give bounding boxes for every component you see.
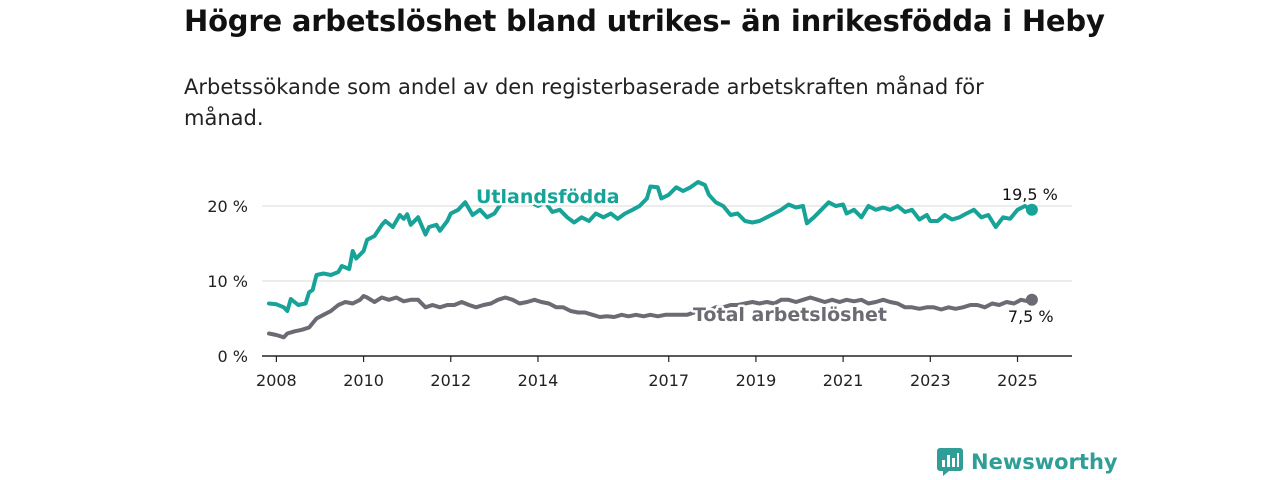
series-name-label: Total arbetslöshet (693, 304, 887, 326)
y-tick-label: 10 % (207, 272, 248, 291)
y-axis-ticks: 0 % 10 % 20 % (207, 197, 248, 366)
x-tick-label: 2021 (823, 371, 864, 390)
series-name-label: Utlandsfödda (476, 186, 620, 208)
x-tick-label: 2025 (997, 371, 1038, 390)
series-labels: Utlandsfödda Total arbetslöshet 19,5 % 7,5 … (474, 183, 1060, 329)
x-tick-label: 2017 (648, 371, 689, 390)
series-end-label: 19,5 % (1002, 185, 1058, 204)
series-end-point (1025, 293, 1038, 306)
series-line (267, 294, 1034, 340)
chart-subtitle: Arbetssökande som andel av den registerb… (184, 75, 984, 130)
series-line (267, 180, 1034, 313)
y-tick-label: 20 % (207, 197, 248, 216)
x-tick-label: 2014 (518, 371, 559, 390)
x-axis: 2008 2010 2012 2014 2017 2019 2021 2023 2025 (256, 355, 1072, 390)
gridlines (262, 205, 1072, 282)
x-tick-label: 2012 (430, 371, 471, 390)
brand-name: Newsworthy (971, 450, 1118, 474)
newsworthy-logo-icon (937, 448, 963, 476)
x-tick-label: 2019 (736, 371, 777, 390)
series-lines (267, 180, 1038, 340)
series-end-label: 7,5 % (1008, 307, 1054, 326)
x-tick-label: 2008 (256, 371, 297, 390)
x-tick-label: 2010 (343, 371, 384, 390)
series-end-point (1025, 203, 1038, 216)
line-chart: 0 % 10 % 20 % 2008 2010 2012 2014 2017 2019 2021… (207, 180, 1072, 390)
y-tick-label: 0 % (218, 347, 248, 366)
brand-logo: Newsworthy (937, 448, 1118, 476)
chart-title: Högre arbetslöshet bland utrikes- än inr… (184, 4, 1105, 38)
x-tick-label: 2023 (910, 371, 951, 390)
